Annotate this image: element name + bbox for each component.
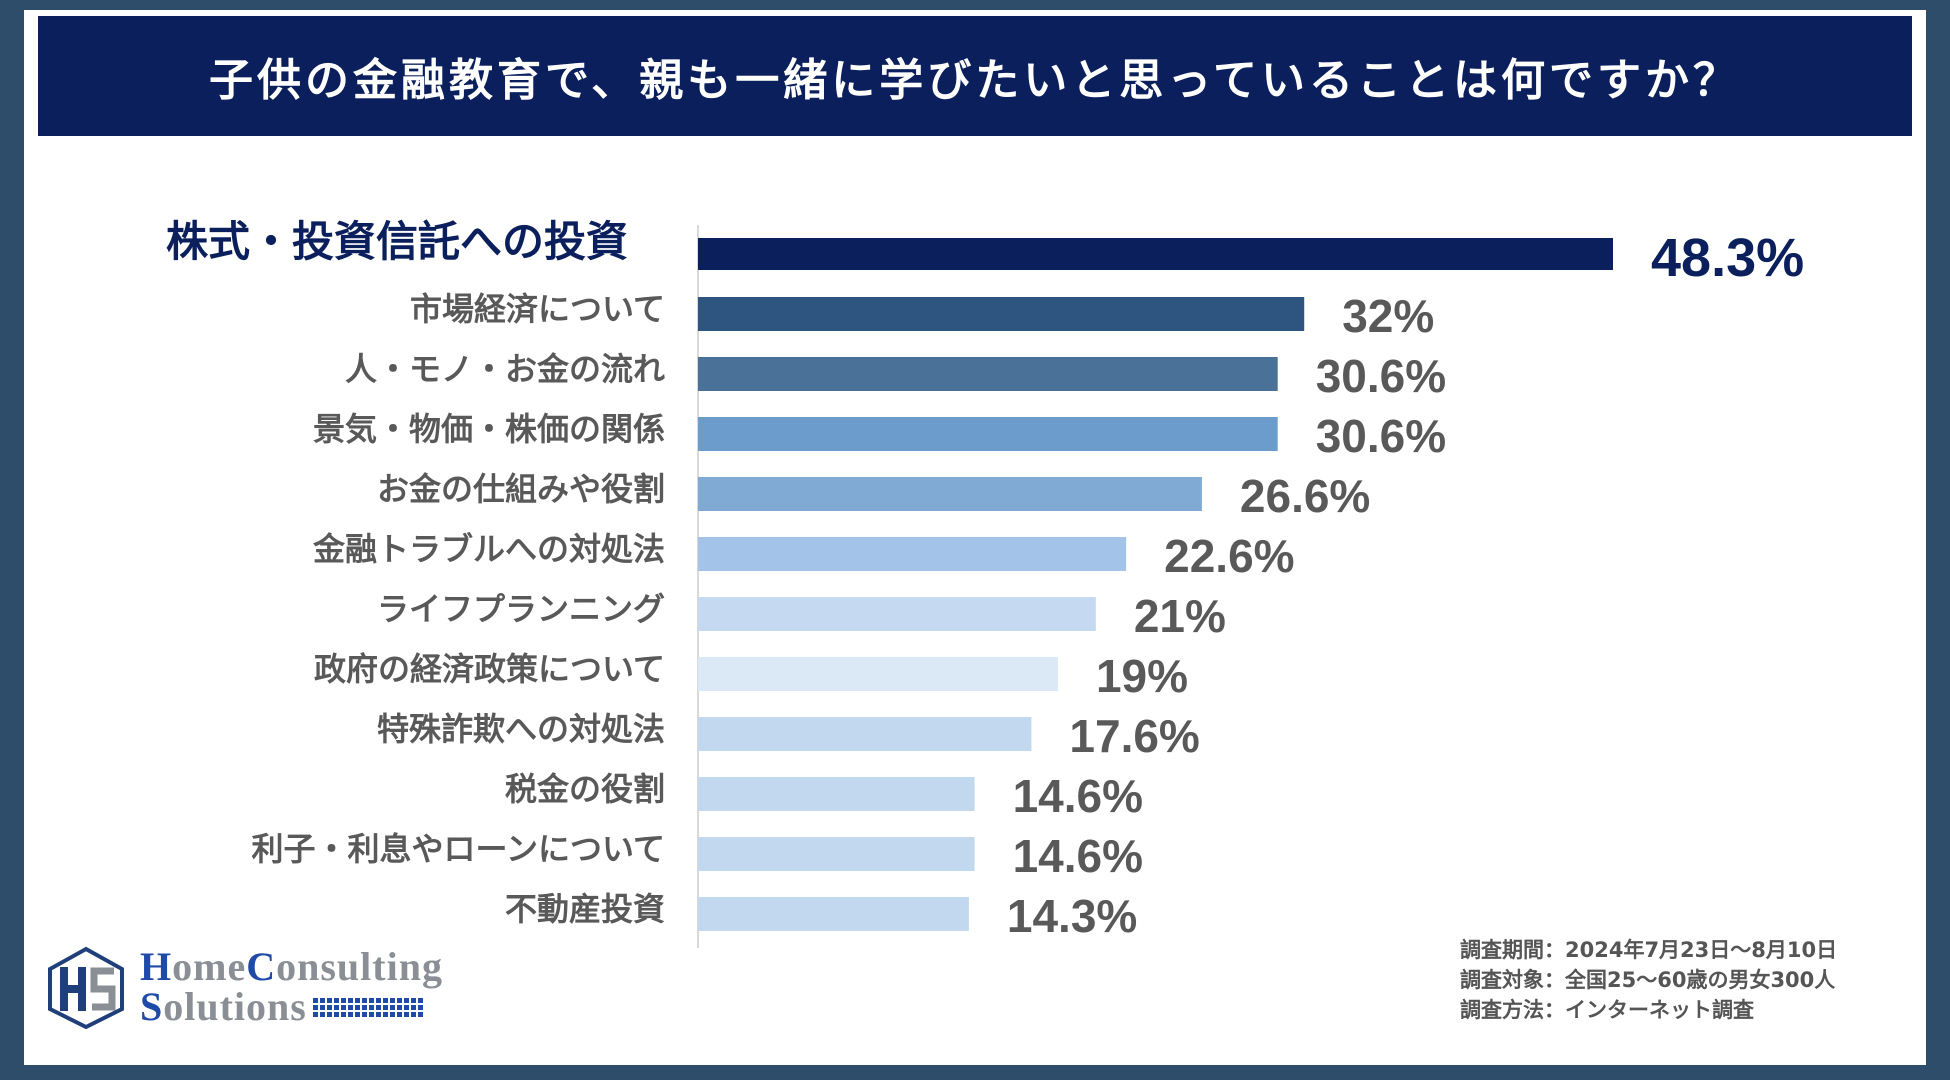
logo-text-onsulting: onsulting [276,944,443,989]
category-label-6: 金融トラブルへの対処法 [312,530,665,568]
value-label-4: 30.6% [1316,410,1446,462]
logo-letter-s: S [140,984,164,1029]
bar-12 [698,897,969,931]
hcs-logo-icon [48,946,124,1029]
value-label-10: 14.6% [1013,770,1143,822]
bar-6 [698,537,1127,571]
value-label-8: 19% [1096,650,1188,702]
category-label-3: 人・モノ・お金の流れ [345,350,665,388]
category-label-12: 不動産投資 [505,890,665,928]
bar-5 [698,477,1202,511]
category-label-4: 景気・物価・株価の関係 [313,410,665,448]
bar-7 [698,597,1096,631]
bar-11 [698,837,975,871]
category-label-5: お金の仕組みや役割 [377,470,665,508]
logo-letter-h: H [140,944,173,989]
category-label-8: 政府の経済政策について [314,650,665,688]
logo-dot-pattern [312,997,423,1017]
value-label-7: 21% [1134,590,1226,642]
value-label-1: 48.3% [1651,228,1804,288]
value-label-5: 26.6% [1240,470,1370,522]
logo-letter-c: C [246,944,277,989]
chart-frame: 子供の金融教育で、親も一緒に学びたいと思っていることは何ですか？ [24,10,1926,1065]
bar-2 [698,297,1305,331]
category-label-2: 市場経済について [410,290,665,328]
value-label-6: 22.6% [1164,530,1294,582]
category-label-10: 税金の役割 [505,770,665,808]
survey-method: 調査方法：インターネット調査 [1460,998,1754,1022]
bar-1 [698,238,1613,270]
value-label-3: 30.6% [1316,350,1446,402]
value-label-2: 32% [1342,290,1434,342]
value-label-9: 17.6% [1069,710,1199,762]
logo-text-olutions: olutions [163,984,307,1029]
survey-period: 調査期間：2024年7月23日～8月10日 [1460,938,1838,962]
survey-notes: 調査期間：2024年7月23日～8月10日 調査対象：全国25～60歳の男女30… [1460,935,1837,1025]
logo-text-ome: ome [172,944,247,989]
category-label-7: ライフプランニング [377,590,665,628]
title-banner: 子供の金融教育で、親も一緒に学びたいと思っていることは何ですか？ [38,16,1912,136]
category-label-1: 株式・投資信託への投資 [166,217,628,266]
bar-8 [698,657,1058,691]
category-label-11: 利子・利息やローンについて [252,830,665,868]
bar-4 [698,417,1278,451]
value-label-11: 14.6% [1013,830,1143,882]
value-label-12: 14.3% [1007,890,1137,942]
bar-9 [698,717,1032,751]
survey-target: 調査対象：全国25～60歳の男女300人 [1460,968,1836,992]
bar-10 [698,777,975,811]
chart-title: 子供の金融教育で、親も一緒に学びたいと思っていることは何ですか？ [208,55,1742,106]
bar-3 [698,357,1278,391]
category-label-9: 特殊詐欺への対処法 [377,710,665,748]
